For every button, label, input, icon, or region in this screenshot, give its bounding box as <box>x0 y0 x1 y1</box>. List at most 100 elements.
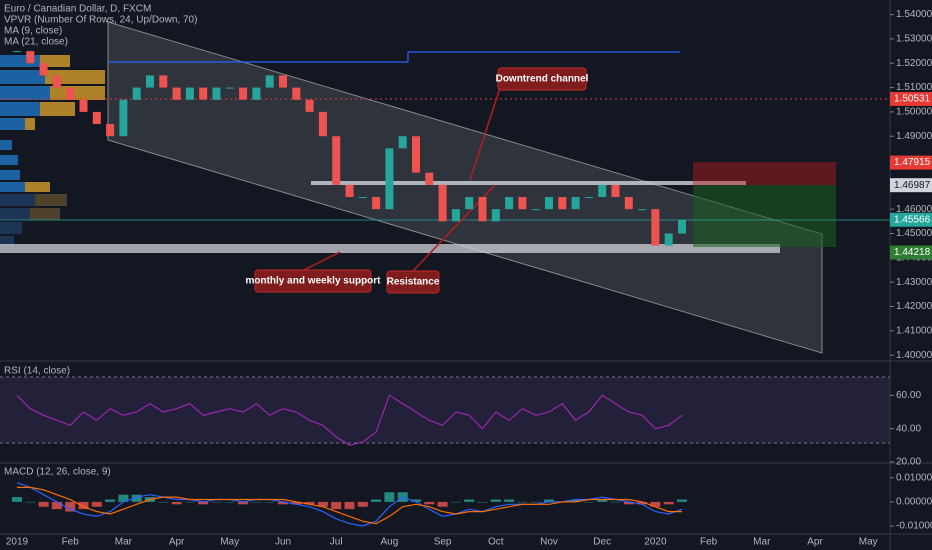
indicator-label: MA (9, close) <box>4 26 62 37</box>
histogram-bar <box>663 501 674 505</box>
candle <box>372 197 381 210</box>
histogram-bar <box>12 497 22 502</box>
price-label: 1.45566 <box>894 214 931 225</box>
candle <box>318 111 327 137</box>
y-tick-label: 1.50000 <box>896 107 932 118</box>
candle <box>66 87 75 100</box>
histogram-bar <box>118 494 129 502</box>
histogram-bar <box>583 501 594 503</box>
price-label-bg <box>890 91 932 106</box>
chart-title: Euro / Canadian Dollar, D, FXCM <box>4 4 151 15</box>
candle <box>146 75 154 88</box>
candle <box>478 197 487 222</box>
x-tick-label: 2019 <box>6 537 29 548</box>
candle <box>571 197 580 210</box>
rsi-line <box>16 394 683 446</box>
histogram-bar <box>238 501 249 505</box>
y-tick-label: -0.01000 <box>896 521 932 532</box>
price-label: 1.44218 <box>894 247 931 258</box>
indicator-label: VPVR (Number Of Rows, 24, Up/Down, 70) <box>4 15 197 26</box>
y-tick-label: 20.00 <box>896 457 921 468</box>
candle <box>611 184 620 198</box>
histogram-bar <box>264 501 275 503</box>
candle <box>624 197 633 210</box>
candle <box>664 233 673 246</box>
indicator-label: MA (21, close) <box>4 37 68 48</box>
candle <box>465 197 474 210</box>
candle <box>39 63 48 76</box>
stop-zone <box>693 162 836 185</box>
y-tick-label: 1.53000 <box>896 34 932 45</box>
candle <box>545 197 553 210</box>
x-tick-label: Mar <box>753 537 771 548</box>
candle <box>199 87 208 100</box>
annotation: Downtrend channel <box>496 74 589 85</box>
histogram-bar <box>278 501 288 505</box>
candle <box>584 197 593 199</box>
histogram-bar <box>371 499 382 502</box>
y-tick-label: 1.45000 <box>896 228 932 239</box>
histogram-bar <box>158 501 169 503</box>
y-tick-label: 1.54000 <box>896 9 932 20</box>
histogram-bar <box>304 501 315 505</box>
candle <box>345 184 354 198</box>
histogram-bar <box>25 501 36 503</box>
y-tick-label: 1.46000 <box>896 204 932 215</box>
candle <box>106 124 115 137</box>
y-tick-label: 1.41000 <box>896 325 932 336</box>
candle <box>412 136 420 173</box>
histogram-bar <box>224 501 235 503</box>
x-tick-label: Aug <box>381 537 399 548</box>
price-label: 1.46987 <box>894 180 931 191</box>
y-tick-label: 60.00 <box>896 390 921 401</box>
vpvr-poc <box>108 51 680 63</box>
x-tick-label: Apr <box>169 537 185 548</box>
x-tick-label: Nov <box>540 537 558 548</box>
histogram-bar <box>184 501 195 503</box>
histogram-bar <box>331 501 342 510</box>
target-zone <box>693 185 836 247</box>
candle <box>332 136 341 185</box>
x-tick-label: Feb <box>62 537 80 548</box>
candle <box>212 87 221 100</box>
histogram-bar <box>677 499 687 502</box>
x-tick-label: Feb <box>700 537 718 548</box>
x-tick-label: May <box>220 537 239 548</box>
candle <box>358 197 367 199</box>
annotation-pointer <box>469 87 501 181</box>
annotation: Resistance <box>387 277 440 288</box>
candle <box>398 136 407 149</box>
candle <box>531 209 540 211</box>
candle <box>651 209 660 246</box>
histogram-bar <box>78 501 89 510</box>
price-label: 1.50531 <box>894 94 931 105</box>
x-tick-label: Jul <box>330 537 343 548</box>
histogram-bar <box>131 494 142 502</box>
y-tick-label: 1.43000 <box>896 277 932 288</box>
candle <box>385 148 394 210</box>
histogram-bar <box>198 501 209 505</box>
histogram-bar <box>650 501 661 507</box>
histogram-bar <box>105 499 116 502</box>
candle <box>425 172 434 185</box>
resistance-line <box>311 181 746 185</box>
candle <box>305 99 314 112</box>
x-tick-label: Apr <box>807 537 823 548</box>
candle <box>119 99 128 137</box>
x-tick-label: 2020 <box>644 537 667 548</box>
histogram-bar <box>38 501 49 507</box>
histogram-bar <box>637 501 648 505</box>
price-label: 1.47915 <box>894 157 931 168</box>
histogram-bar <box>357 501 368 507</box>
histogram-bar <box>504 499 515 502</box>
histogram-bar <box>344 501 355 510</box>
candle <box>159 75 168 88</box>
x-tick-label: May <box>859 537 878 548</box>
candle <box>292 87 301 100</box>
annotation: monthly and weekly support <box>245 276 381 287</box>
candle <box>225 87 234 89</box>
price-label-bg <box>890 178 932 193</box>
